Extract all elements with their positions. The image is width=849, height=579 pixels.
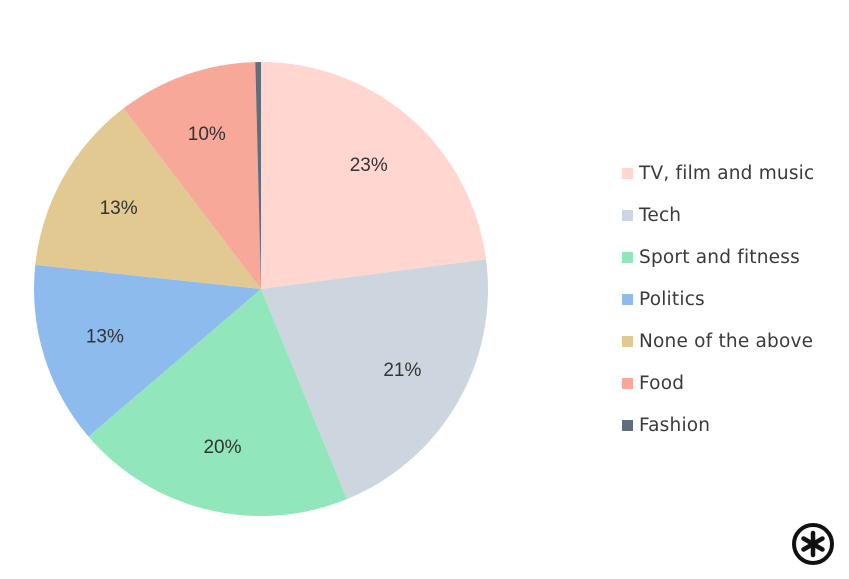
pie-slice-fashion [255, 62, 261, 289]
legend-item-fashion: Fashion [622, 404, 842, 446]
slice-label-sport-and-fitness: 20% [203, 437, 241, 458]
slice-label-politics: 13% [86, 326, 124, 347]
pie-slice-tv-film-and-music [261, 62, 487, 289]
brand-logo-icon [792, 523, 834, 565]
legend-swatch [622, 293, 633, 305]
legend-label: TV, film and music [639, 162, 815, 184]
slice-label-tech: 21% [383, 360, 421, 381]
legend-label: Tech [639, 204, 682, 226]
chart-legend: TV, film and music Tech Sport and fitness P… [622, 152, 842, 446]
legend-label: Fashion [639, 414, 711, 436]
legend-swatch [622, 335, 633, 347]
pie-labels: 23% 21% 20% 13% 13% 10% [86, 124, 422, 458]
legend-swatch [622, 419, 633, 431]
legend-label: Politics [639, 288, 705, 310]
legend-item-none-of-the-above: None of the above [622, 320, 842, 362]
legend-item-politics: Politics [622, 278, 842, 320]
legend-item-sport-and-fitness: Sport and fitness [622, 236, 842, 278]
pie-slices [34, 62, 488, 516]
legend-swatch [622, 209, 633, 221]
legend-swatch [622, 251, 633, 263]
pie-slice-politics [34, 264, 262, 437]
pie-slice-food [123, 62, 261, 289]
legend-item-tv-film-and-music: TV, film and music [622, 152, 842, 194]
legend-label: Sport and fitness [639, 246, 800, 268]
pie-slice-sport-and-fitness [88, 289, 347, 516]
slice-label-tv-film-and-music: 23% [350, 155, 388, 176]
legend-label: Food [639, 372, 685, 394]
pie-slice-tech [261, 259, 488, 500]
pie-slice-none-of-the-above [35, 108, 261, 290]
legend-swatch [622, 167, 633, 179]
legend-item-food: Food [622, 362, 842, 404]
slice-label-none-of-the-above: 13% [100, 198, 138, 219]
slice-label-food: 10% [188, 124, 226, 145]
legend-item-tech: Tech [622, 194, 842, 236]
legend-swatch [622, 377, 633, 389]
legend-label: None of the above [639, 330, 814, 352]
